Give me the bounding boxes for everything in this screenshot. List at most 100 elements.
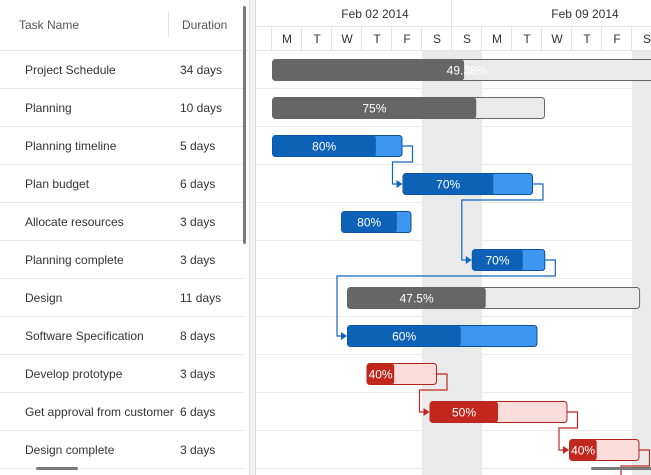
task-name-cell: Project Schedule — [25, 63, 116, 77]
task-duration-cell: 8 days — [180, 329, 216, 343]
bar-progress — [403, 173, 494, 195]
panel-splitter[interactable] — [249, 0, 256, 475]
task-name-cell: Get approval from customer — [25, 405, 174, 419]
dependency-arrow-icon — [563, 446, 569, 454]
day-label: M — [282, 32, 292, 46]
dependency-connector — [620, 449, 651, 475]
day-label: W — [551, 32, 563, 46]
critical-task-bar[interactable]: 40% — [366, 363, 437, 385]
timeline-header — [256, 0, 651, 51]
day-label: T — [373, 32, 381, 46]
bar-percent-label: 70% — [436, 178, 460, 192]
task-row[interactable]: Planning timeline 5 days — [0, 127, 244, 165]
task-duration-cell: 3 days — [180, 367, 216, 381]
bar-percent-label: 49.38% — [447, 64, 488, 78]
week-label: Feb 09 2014 — [551, 7, 619, 21]
day-label: T — [523, 32, 531, 46]
task-name-cell: Planning timeline — [25, 139, 117, 153]
task-bar[interactable]: 80% — [341, 211, 412, 233]
task-row[interactable]: Plan budget 6 days — [0, 165, 244, 203]
bar-progress — [341, 211, 397, 233]
task-duration-cell: 3 days — [180, 443, 216, 457]
column-divider[interactable] — [168, 12, 169, 38]
critical-task-bar[interactable]: 40% — [569, 439, 640, 461]
dependency-connector — [391, 145, 414, 185]
task-grid: Task Name Duration Project Schedule 34 da… — [0, 0, 249, 475]
task-bar[interactable]: 70% — [471, 249, 546, 271]
gantt-chart: Feb 02 2014 Feb 09 2014 M T W T F S S M T W T F S 49.38… — [256, 0, 651, 475]
bar-percent-label: 75% — [362, 102, 386, 116]
day-label: M — [492, 32, 502, 46]
task-duration-cell: 3 days — [180, 253, 216, 267]
task-name-cell: Develop prototype — [25, 367, 123, 381]
chart-horizontal-scrollbar[interactable] — [591, 467, 651, 470]
task-row[interactable]: Planning 10 days — [0, 89, 244, 127]
task-row[interactable]: Project Schedule 34 days — [0, 51, 244, 89]
task-bar[interactable]: 70% — [402, 173, 533, 195]
column-header-duration[interactable]: Duration — [182, 18, 228, 32]
day-label: T — [583, 32, 591, 46]
task-row[interactable]: Planning complete 3 days — [0, 241, 244, 279]
day-label: T — [313, 32, 321, 46]
task-row[interactable]: Get approval from customer 6 days — [0, 393, 244, 431]
task-row[interactable]: Develop prototype 3 days — [0, 355, 244, 393]
dependency-arrow-icon — [465, 256, 472, 264]
gantt-canvas: Feb 02 2014 Feb 09 2014 M T W T F S S M T W T F S 49.38… — [256, 0, 651, 475]
task-bar[interactable]: 60% — [347, 325, 538, 347]
grid-header: Task Name Duration — [0, 0, 249, 51]
bar-progress — [367, 363, 395, 385]
task-row[interactable]: Allocate resources 3 days — [0, 203, 244, 241]
bar-progress — [272, 59, 465, 81]
task-duration-cell: 10 days — [180, 101, 223, 115]
critical-task-bar[interactable]: 50% — [429, 401, 568, 423]
week-label: Feb 02 2014 — [341, 7, 409, 21]
task-row[interactable]: Design 11 days — [0, 279, 244, 317]
dependency-connector — [336, 259, 556, 337]
task-name-cell: Planning complete — [25, 253, 124, 267]
task-duration-cell: 6 days — [180, 177, 216, 191]
task-row[interactable]: Design complete 3 days — [0, 431, 244, 469]
summary-bar[interactable]: 49.38% — [272, 59, 651, 81]
task-row[interactable]: Software Specification 8 days — [0, 317, 244, 355]
bar-progress — [347, 325, 461, 347]
bar-percent-label: 80% — [357, 216, 381, 230]
day-label: S — [463, 32, 471, 46]
bar-progress — [272, 97, 477, 119]
dependency-connector — [418, 373, 448, 413]
task-duration-cell: 5 days — [180, 139, 216, 153]
task-duration-cell: 34 days — [180, 63, 223, 77]
column-header-task-name[interactable]: Task Name — [19, 18, 80, 32]
bar-progress — [430, 401, 498, 423]
day-label: S — [433, 32, 441, 46]
summary-bar[interactable]: 75% — [272, 97, 545, 119]
bar-percent-label: 47.5% — [400, 292, 434, 306]
task-bar[interactable]: 80% — [272, 135, 403, 157]
bar-progress — [347, 287, 486, 309]
dependency-arrow-icon — [341, 332, 347, 340]
day-label: W — [341, 32, 353, 46]
task-name-cell: Software Specification — [25, 329, 144, 343]
bar-percent-label: 80% — [312, 140, 336, 154]
task-duration-cell: 6 days — [180, 405, 216, 419]
bar-progress — [272, 135, 376, 157]
bar-progress — [569, 439, 597, 461]
dependency-connector — [558, 411, 579, 451]
summary-bar[interactable]: 47.5% — [347, 287, 641, 309]
bar-progress — [472, 249, 523, 271]
bar-percent-label: 70% — [486, 254, 510, 268]
task-name-cell: Design — [25, 291, 63, 305]
task-duration-cell: 11 days — [180, 291, 222, 305]
task-name-cell: Design complete — [25, 443, 115, 457]
day-label: F — [403, 32, 410, 46]
task-name-cell: Planning — [25, 101, 72, 115]
grid-horizontal-scrollbar[interactable] — [36, 467, 78, 470]
bar-percent-label: 40% — [571, 444, 595, 458]
task-name-cell: Plan budget — [25, 177, 90, 191]
grid-vertical-scrollbar[interactable] — [243, 6, 246, 244]
day-label: S — [643, 32, 651, 46]
dependency-arrow-icon — [423, 408, 430, 416]
day-label: F — [613, 32, 620, 46]
bar-percent-label: 40% — [369, 368, 393, 382]
task-name-cell: Allocate resources — [25, 215, 124, 229]
dependency-connector — [461, 183, 544, 261]
